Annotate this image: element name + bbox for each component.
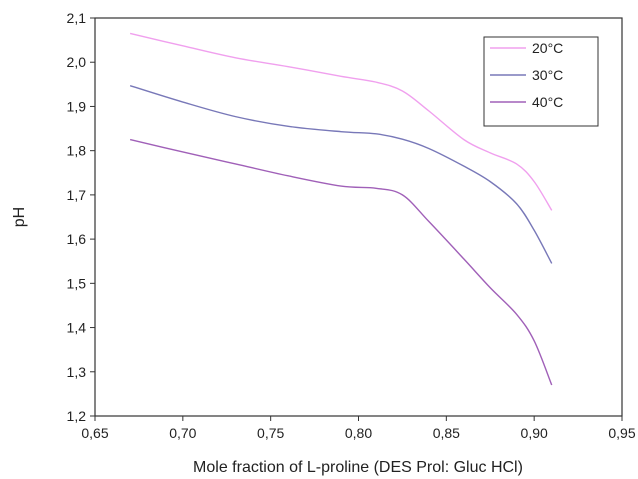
x-tick-label: 0,70 — [169, 425, 196, 441]
y-tick-label: 1,4 — [67, 320, 87, 336]
y-axis-title: pH — [11, 207, 28, 227]
x-axis-ticks: 0,65 0,70 0,75 0,80 0,85 0,90 0,95 — [81, 416, 636, 441]
x-tick-label: 0,85 — [433, 425, 460, 441]
y-axis-ticks: 1,2 1,3 1,4 1,5 1,6 1,7 1,8 1,9 2,0 2,1 — [67, 10, 95, 424]
y-tick-label: 2,0 — [67, 54, 87, 70]
x-tick-label: 0,65 — [81, 425, 108, 441]
legend-label: 40°C — [532, 94, 563, 110]
y-tick-label: 1,2 — [67, 408, 87, 424]
legend-box — [483, 36, 599, 127]
series-layer — [129, 32, 553, 386]
y-tick-label: 1,8 — [67, 143, 87, 159]
legend: 20°C 30°C 40°C — [483, 36, 599, 127]
legend-label: 20°C — [532, 40, 563, 56]
series-line-3 — [129, 138, 553, 386]
series-line-2 — [129, 84, 553, 264]
x-tick-label: 0,95 — [608, 425, 635, 441]
y-tick-label: 1,5 — [67, 275, 87, 291]
series-line-1 — [129, 32, 553, 211]
y-tick-label: 1,6 — [67, 231, 87, 247]
legend-label: 30°C — [532, 67, 563, 83]
x-tick-label: 0,75 — [257, 425, 284, 441]
y-tick-label: 1,3 — [67, 364, 87, 380]
legend-items: 20°C 30°C 40°C — [490, 40, 563, 110]
x-axis-title: Mole fraction of L-proline (DES Prol: Gl… — [193, 459, 523, 476]
x-tick-label: 0,90 — [521, 425, 548, 441]
y-tick-label: 1,9 — [67, 98, 87, 114]
x-tick-label: 0,80 — [345, 425, 372, 441]
y-tick-label: 2,1 — [67, 10, 87, 26]
y-tick-label: 1,7 — [67, 187, 87, 203]
